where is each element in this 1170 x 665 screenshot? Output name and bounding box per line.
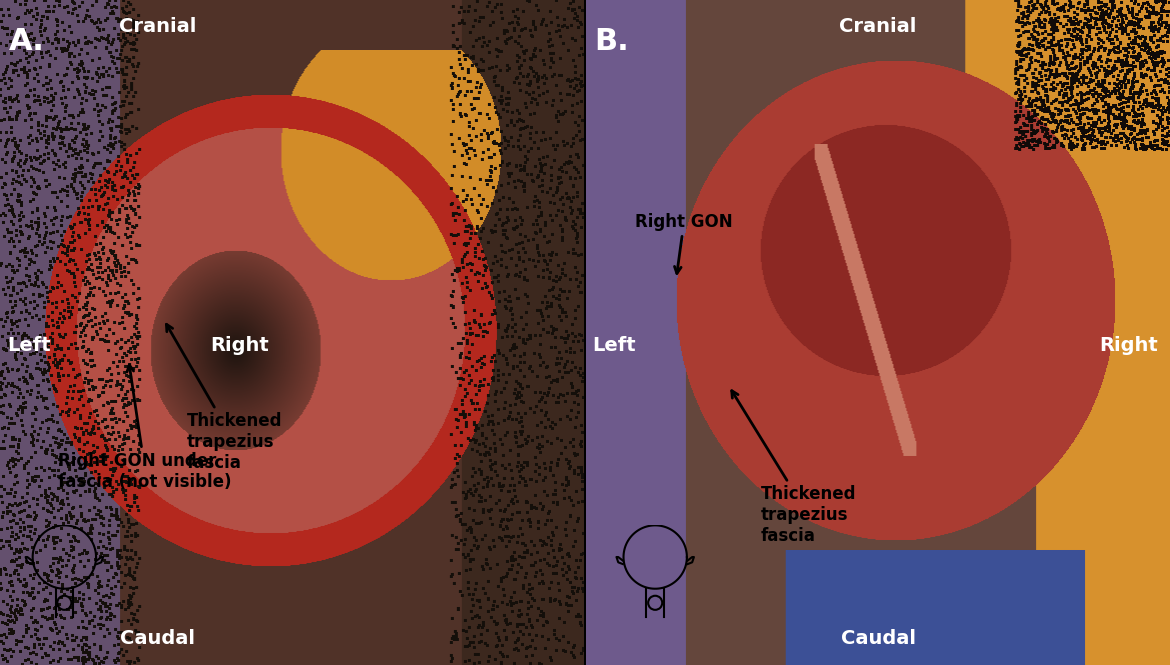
- Text: Right: Right: [1100, 336, 1158, 355]
- Text: Right: Right: [209, 336, 269, 355]
- Text: Caudal: Caudal: [121, 629, 195, 648]
- Text: Cranial: Cranial: [119, 17, 197, 36]
- Text: B.: B.: [594, 27, 629, 56]
- Text: Thickened
trapezius
fascia: Thickened trapezius fascia: [731, 391, 856, 545]
- Text: Right GON: Right GON: [635, 213, 732, 273]
- Text: A.: A.: [8, 27, 44, 56]
- Text: Thickened
trapezius
fascia: Thickened trapezius fascia: [166, 325, 282, 472]
- Text: Caudal: Caudal: [840, 629, 916, 648]
- Text: Cranial: Cranial: [839, 17, 917, 36]
- Text: Left: Left: [592, 336, 635, 355]
- Text: Right GON under
fascia (not visible): Right GON under fascia (not visible): [58, 365, 232, 491]
- Text: Left: Left: [7, 336, 50, 355]
